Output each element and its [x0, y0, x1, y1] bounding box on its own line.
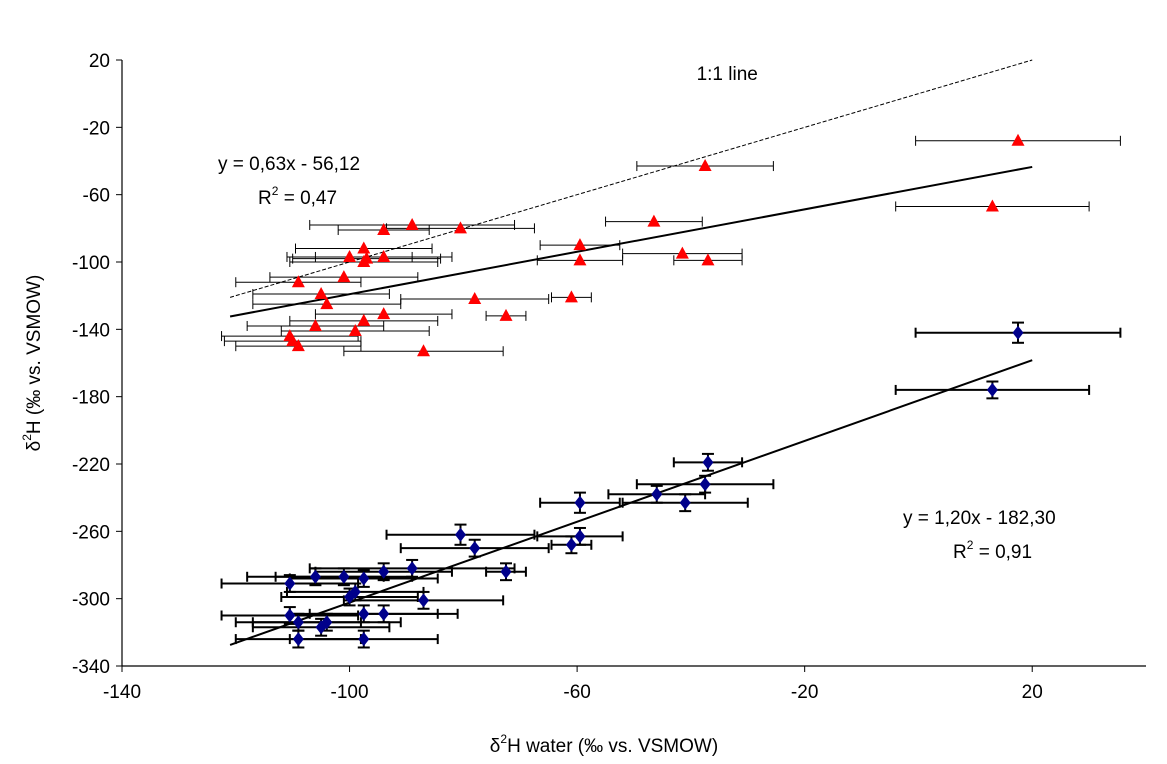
fit-line-series-1: [229, 165, 1033, 318]
y-tick-label: -260: [72, 522, 110, 543]
diamond-point: [406, 561, 418, 576]
triangle-point: [573, 238, 587, 251]
diamond-point: [378, 564, 390, 579]
y-tick-label: -140: [72, 320, 110, 341]
triangle-point: [337, 270, 351, 283]
y-axis-label-prefix: δ: [24, 441, 45, 452]
triangle-point: [377, 249, 391, 262]
y-tick-label: -180: [72, 388, 110, 409]
y-tick-label: -100: [72, 253, 110, 274]
x-tick-label: -140: [103, 682, 141, 703]
diamond-point: [292, 632, 304, 647]
triangle-point: [573, 253, 587, 266]
diamond-point: [284, 576, 296, 591]
diamond-point: [309, 569, 321, 584]
triangle-point: [291, 339, 305, 352]
y-axis-label-rest: H (‰ vs. VSMOW): [24, 275, 45, 434]
triangle-point: [357, 255, 371, 267]
diamond-point: [284, 608, 296, 623]
triangle-point: [405, 217, 419, 230]
diamond-point: [292, 615, 304, 630]
x-axis-label-prefix: δ: [490, 736, 501, 757]
y-tick-label: -20: [83, 118, 110, 139]
triangle-point: [308, 318, 322, 331]
r-squared-series-2-rest: = 0,91: [973, 542, 1032, 563]
r-squared-series-1-superscript: 2: [272, 184, 279, 198]
diamond-point: [315, 620, 327, 635]
x-axis-label-superscript: 2: [500, 732, 507, 746]
r-squared-series-1-prefix: R: [258, 188, 272, 209]
triangle-point: [286, 334, 300, 347]
triangle-point: [357, 241, 371, 254]
x-axis-label: δ2H water (‰ vs. VSMOW): [490, 732, 718, 757]
triangle-point: [320, 297, 334, 310]
triangle-point: [698, 159, 712, 172]
axes: 20 -20 -60 -100 -140 -180 -220 -260 -300 -340 -140…: [20, 51, 1146, 757]
r-squared-series-2: R2 = 0,91: [953, 538, 1032, 563]
error-bars-layer: [220, 135, 1122, 649]
triangle-point: [314, 286, 328, 299]
r-squared-series-2-prefix: R: [953, 542, 967, 563]
diamond-point: [574, 529, 586, 544]
y-tick-label: -220: [72, 455, 110, 476]
y-tick-label: -60: [83, 186, 110, 207]
triangle-point: [453, 221, 467, 234]
x-tick-label: -20: [791, 682, 818, 703]
diamond-point: [565, 537, 577, 552]
y-axis-label: δ2H (‰ vs. VSMOW): [20, 275, 45, 452]
triangle-point: [499, 308, 513, 321]
x-axis-label-rest: H water (‰ vs. VSMOW): [507, 736, 718, 757]
triangle-point: [357, 313, 371, 326]
diamond-point: [702, 455, 714, 470]
triangle-point: [377, 223, 391, 236]
diamond-point: [574, 495, 586, 510]
triangle-point: [564, 290, 578, 303]
triangle-point: [647, 214, 661, 227]
triangle-point: [985, 199, 999, 212]
y-tick-label: -300: [72, 590, 110, 611]
diamond-point: [1012, 325, 1024, 340]
y-tick-label: 20: [89, 51, 110, 72]
diamond-point: [986, 382, 998, 397]
diamond-point: [699, 477, 711, 492]
r-squared-series-2-superscript: 2: [967, 538, 974, 552]
points-layer: [283, 133, 1025, 647]
triangle-point: [291, 275, 305, 288]
y-tick-label: -340: [72, 657, 110, 678]
triangle-point: [417, 344, 431, 357]
fit-equation-series-1: y = 0,63x - 56,12: [218, 154, 360, 175]
x-tick-label: -100: [331, 682, 369, 703]
x-tick-label: -60: [563, 682, 590, 703]
triangle-point: [701, 253, 715, 266]
triangle-point: [675, 246, 689, 259]
triangle-point: [1011, 133, 1025, 146]
diamond-point: [358, 571, 370, 586]
diamond-point: [500, 564, 512, 579]
x-tick-label: 20: [1022, 682, 1043, 703]
diamond-point: [418, 593, 430, 608]
diamond-point: [651, 487, 663, 502]
fit-lines-layer: [229, 165, 1033, 646]
diamond-point: [358, 632, 370, 647]
diamond-point: [338, 569, 350, 584]
y-axis-label-superscript: 2: [20, 434, 34, 441]
diamond-point: [679, 495, 691, 510]
triangle-point: [377, 307, 391, 320]
r-squared-series-1: R2 = 0,47: [258, 184, 337, 209]
fit-equation-series-2: y = 1,20x - 182,30: [903, 508, 1056, 529]
diamond-point: [344, 589, 356, 604]
r-squared-series-1-rest: = 0,47: [278, 188, 337, 209]
triangle-point: [468, 292, 482, 305]
triangle-point: [348, 324, 362, 337]
one-to-one-line-label: 1:1 line: [697, 64, 758, 85]
diamond-point: [454, 527, 466, 542]
triangle-point: [343, 249, 357, 262]
diamond-point: [358, 606, 370, 621]
diamond-point: [378, 606, 390, 621]
diamond-point: [469, 541, 481, 556]
